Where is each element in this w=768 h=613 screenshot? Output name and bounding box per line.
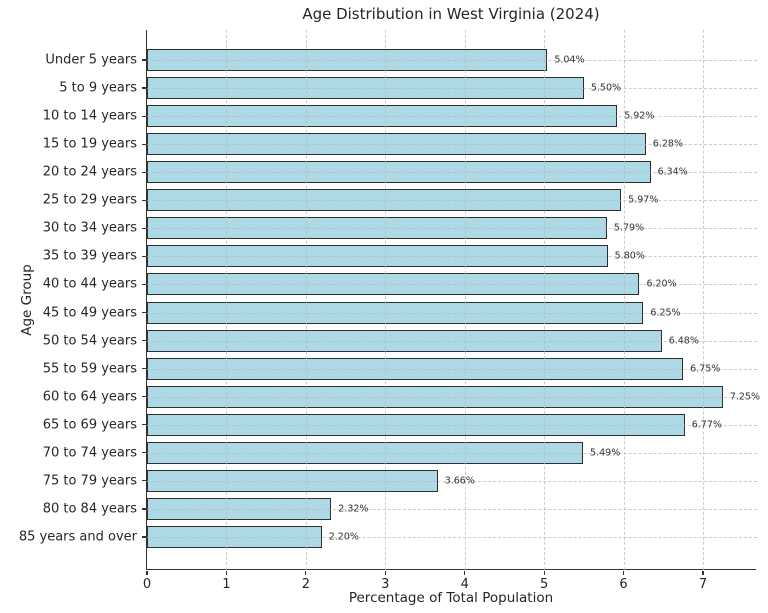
x-tick-mark xyxy=(225,571,227,575)
bar-value-label: 3.66% xyxy=(444,475,475,487)
x-tick-label: 7 xyxy=(698,577,708,592)
bar-value-label: 6.34% xyxy=(657,166,688,178)
x-tick-label: 3 xyxy=(381,577,390,592)
bar-value-label: 7.25% xyxy=(729,391,761,403)
bar-value-label: 2.20% xyxy=(328,531,359,543)
y-tick-label: 30 to 34 years xyxy=(42,220,137,236)
y-tick-label: 40 to 44 years xyxy=(42,276,137,292)
y-tick-label: 35 to 39 years xyxy=(42,248,137,264)
y-tick-mark xyxy=(141,480,146,482)
x-gridline xyxy=(702,30,704,570)
bar xyxy=(147,301,644,324)
bar xyxy=(147,77,584,100)
x-tick-label: 5 xyxy=(539,577,549,592)
y-tick-mark xyxy=(141,171,146,173)
bar xyxy=(147,357,684,380)
y-tick-label: 10 to 14 years xyxy=(42,108,137,124)
x-tick-mark xyxy=(384,571,386,575)
bar xyxy=(147,497,332,520)
bar-value-label: 5.79% xyxy=(613,222,645,234)
bar-value-label: 6.28% xyxy=(652,138,683,150)
y-tick-mark xyxy=(141,143,146,145)
y-tick-mark xyxy=(141,283,146,286)
y-tick-mark xyxy=(141,199,146,201)
x-tick-mark xyxy=(146,571,148,575)
bar xyxy=(147,385,723,408)
x-tick-mark xyxy=(464,571,466,575)
y-tick-label: 65 to 69 years xyxy=(42,417,137,433)
y-tick-label: 80 to 84 years xyxy=(42,501,137,517)
x-tick-mark xyxy=(543,571,545,575)
chart-title: Age Distribution in West Virginia (2024) xyxy=(302,5,600,23)
x-tick-label: 2 xyxy=(301,577,310,592)
bar-value-label: 5.50% xyxy=(590,82,622,94)
y-tick-label: 5 to 9 years xyxy=(59,80,137,96)
y-tick-label: 45 to 49 years xyxy=(42,305,137,321)
x-tick-label: 4 xyxy=(460,577,469,592)
bar xyxy=(147,413,685,436)
bar xyxy=(147,526,322,549)
bar xyxy=(147,133,646,156)
y-tick-label: 55 to 59 years xyxy=(42,361,137,377)
y-tick-label: 15 to 19 years xyxy=(42,136,137,152)
y-tick-mark xyxy=(141,424,146,426)
y-tick-label: 60 to 64 years xyxy=(42,389,137,405)
x-tick-mark xyxy=(622,571,625,575)
y-tick-mark xyxy=(141,536,146,538)
y-tick-label: Under 5 years xyxy=(45,52,137,68)
bar-value-label: 5.04% xyxy=(554,54,585,66)
x-tick-label: 0 xyxy=(142,577,152,592)
x-tick-label: 6 xyxy=(619,577,628,592)
bar-value-label: 6.25% xyxy=(650,307,681,319)
y-tick-mark xyxy=(141,396,146,398)
y-tick-mark xyxy=(141,59,146,61)
x-tick-label: 1 xyxy=(222,577,231,592)
plot-area: 0 1 2 3 4 5 6 7 5.04% Under 5 years 5.50% 5 to 9 ye… xyxy=(19,30,760,592)
bar-value-label: 6.48% xyxy=(668,335,699,347)
bar-value-label: 6.77% xyxy=(691,419,722,431)
y-tick-mark xyxy=(141,452,146,454)
y-tick-label: 50 to 54 years xyxy=(42,333,137,349)
y-tick-label: 70 to 74 years xyxy=(42,445,137,461)
bar-value-label: 6.75% xyxy=(690,363,721,375)
bar-value-label: 5.97% xyxy=(628,194,659,206)
x-tick-mark xyxy=(702,571,704,575)
y-axis-label: Age Group xyxy=(19,264,35,336)
bar xyxy=(147,329,662,352)
y-tick-mark xyxy=(141,311,146,314)
bar xyxy=(147,105,618,128)
y-tick-mark xyxy=(141,255,146,257)
bar-value-label: 6.20% xyxy=(646,278,677,290)
bar xyxy=(147,245,608,268)
y-tick-mark xyxy=(141,87,146,89)
bar xyxy=(147,441,584,464)
y-tick-mark xyxy=(141,115,146,117)
bar xyxy=(147,49,548,71)
y-tick-mark xyxy=(141,368,146,370)
y-tick-label: 75 to 79 years xyxy=(42,473,137,489)
bar-value-label: 5.92% xyxy=(624,110,655,122)
y-tick-label: 85 years and over xyxy=(18,529,137,545)
bar xyxy=(147,189,622,212)
bar xyxy=(147,161,651,184)
bar-value-label: 5.80% xyxy=(614,250,645,262)
y-tick-label: 25 to 29 years xyxy=(42,192,137,208)
y-tick-mark xyxy=(141,508,146,510)
y-tick-mark xyxy=(141,340,146,342)
bar xyxy=(147,273,640,296)
bar-value-label: 2.32% xyxy=(338,503,369,515)
bar-value-label: 5.49% xyxy=(590,447,621,459)
x-axis-label: Percentage of Total Population xyxy=(348,590,554,606)
y-tick-label: 20 to 24 years xyxy=(42,164,137,180)
x-tick-mark xyxy=(305,571,307,575)
bar xyxy=(147,217,607,240)
bar xyxy=(147,469,438,492)
y-tick-mark xyxy=(141,227,146,229)
